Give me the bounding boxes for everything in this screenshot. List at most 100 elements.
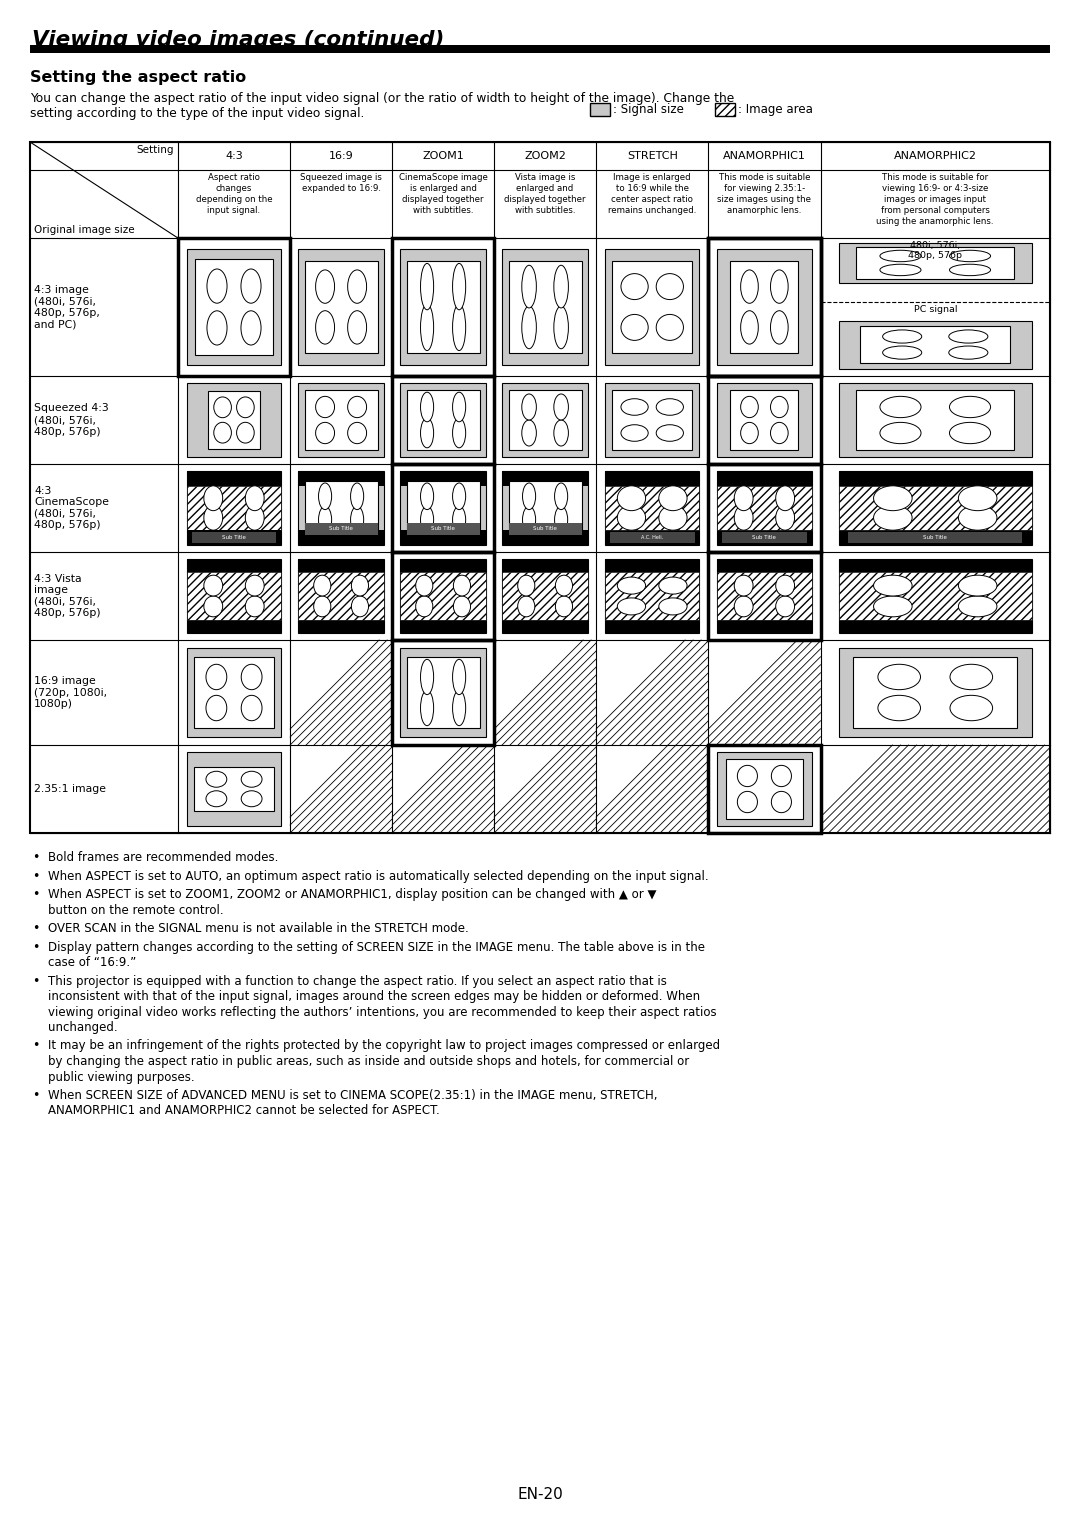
Bar (612, 260, 692, 353)
Bar (298, 572, 384, 620)
Ellipse shape (775, 597, 795, 617)
Ellipse shape (517, 575, 535, 597)
Bar (30, 142, 1050, 832)
Ellipse shape (958, 505, 997, 531)
Ellipse shape (351, 597, 368, 617)
Bar (187, 471, 281, 487)
Ellipse shape (741, 311, 758, 344)
Text: Image is enlarged
to 16:9 while the
center aspect ratio
remains unchanged.: Image is enlarged to 16:9 while the cent… (608, 173, 697, 216)
Ellipse shape (659, 577, 687, 594)
Bar (612, 390, 692, 450)
Text: Sub Title: Sub Title (923, 536, 947, 540)
Bar (178, 239, 291, 376)
Text: OVER SCAN in the SIGNAL menu is not available in the STRETCH mode.: OVER SCAN in the SIGNAL menu is not avai… (48, 923, 469, 935)
Text: ZOOM1: ZOOM1 (422, 151, 464, 161)
Bar (839, 649, 1031, 736)
Ellipse shape (420, 304, 434, 350)
Text: You can change the aspect ratio of the input video signal (or the ratio of width: You can change the aspect ratio of the i… (30, 92, 734, 106)
Ellipse shape (958, 597, 997, 617)
Ellipse shape (241, 791, 262, 806)
Bar (839, 320, 1031, 369)
Ellipse shape (621, 274, 648, 300)
Bar (717, 249, 811, 366)
Text: A.C. Heli.: A.C. Heli. (642, 536, 663, 540)
Text: public viewing purposes.: public viewing purposes. (48, 1071, 194, 1083)
Bar (392, 552, 495, 640)
Ellipse shape (214, 422, 231, 444)
Bar (407, 260, 480, 353)
Ellipse shape (958, 487, 997, 511)
Ellipse shape (555, 575, 572, 597)
Text: •: • (32, 941, 39, 953)
Ellipse shape (880, 422, 921, 444)
Bar (401, 471, 486, 487)
Ellipse shape (770, 311, 788, 344)
Bar (860, 326, 1011, 363)
Bar (605, 558, 700, 572)
Text: STRETCH: STRETCH (626, 151, 677, 161)
Text: •: • (32, 1089, 39, 1102)
Ellipse shape (241, 695, 262, 721)
Bar (407, 523, 480, 534)
Bar (717, 382, 811, 457)
Ellipse shape (949, 265, 990, 275)
Ellipse shape (517, 597, 535, 617)
Bar (305, 482, 378, 534)
Bar (401, 620, 486, 633)
Ellipse shape (770, 422, 788, 444)
Bar (717, 620, 811, 633)
Ellipse shape (882, 346, 921, 360)
Ellipse shape (348, 311, 366, 344)
Bar (717, 471, 811, 545)
Ellipse shape (874, 505, 913, 531)
Ellipse shape (315, 311, 335, 344)
Text: EN-20: EN-20 (517, 1487, 563, 1502)
Text: : Image area: : Image area (738, 103, 813, 116)
Bar (839, 382, 1031, 457)
Ellipse shape (420, 659, 434, 695)
Ellipse shape (657, 425, 684, 441)
Text: This projector is equipped with a function to change the aspect ratio. If you se: This projector is equipped with a functi… (48, 975, 666, 987)
Bar (407, 390, 480, 450)
Text: Vista image is
enlarged and
displayed together
with subtitles.: Vista image is enlarged and displayed to… (504, 173, 585, 216)
Ellipse shape (878, 695, 920, 721)
Text: Viewing video images (continued): Viewing video images (continued) (32, 31, 444, 50)
Text: unchanged.: unchanged. (48, 1021, 118, 1034)
Text: 16:9: 16:9 (328, 151, 353, 161)
Text: Original image size: Original image size (33, 225, 135, 236)
Text: Squeezed 4:3
(480i, 576i,
480p, 576p): Squeezed 4:3 (480i, 576i, 480p, 576p) (33, 404, 109, 436)
Bar (509, 260, 581, 353)
Ellipse shape (206, 791, 227, 806)
Ellipse shape (237, 422, 254, 444)
Bar (401, 558, 486, 633)
Text: 4:3: 4:3 (225, 151, 243, 161)
Ellipse shape (315, 422, 335, 444)
Bar (853, 658, 1017, 728)
Text: 16:9 image
(720p, 1080i,
1080p): 16:9 image (720p, 1080i, 1080p) (33, 676, 107, 708)
Ellipse shape (523, 483, 536, 509)
Text: 2.35:1 image: 2.35:1 image (33, 783, 106, 794)
Bar (401, 649, 486, 736)
Bar (298, 531, 384, 545)
Ellipse shape (775, 487, 795, 511)
Ellipse shape (420, 483, 434, 509)
Bar (187, 487, 281, 531)
Ellipse shape (874, 597, 913, 617)
Text: Squeezed image is
expanded to 16:9.: Squeezed image is expanded to 16:9. (300, 173, 382, 193)
Text: •: • (32, 887, 39, 901)
Ellipse shape (420, 506, 434, 532)
Ellipse shape (949, 251, 990, 262)
Ellipse shape (454, 575, 471, 597)
Ellipse shape (241, 664, 262, 690)
Bar (502, 558, 588, 633)
Text: •: • (32, 851, 39, 864)
Bar (839, 572, 1031, 620)
Bar (839, 243, 1031, 283)
Ellipse shape (245, 487, 265, 511)
Text: : Signal size: : Signal size (613, 103, 684, 116)
Ellipse shape (874, 487, 913, 511)
Ellipse shape (734, 487, 753, 511)
Bar (187, 753, 281, 826)
Bar (717, 753, 811, 826)
Bar (502, 471, 588, 545)
